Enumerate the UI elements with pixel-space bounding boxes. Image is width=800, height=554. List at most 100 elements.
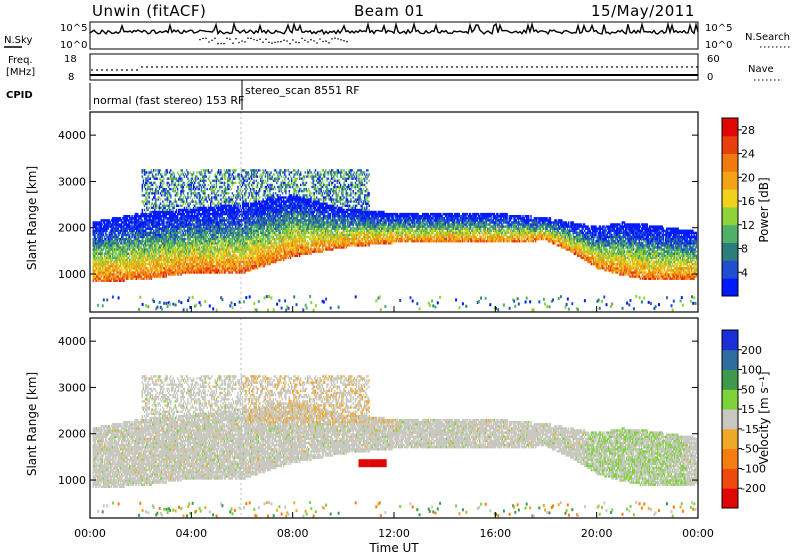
power-cell	[119, 256, 122, 260]
power-cell	[187, 233, 189, 237]
power-cell	[244, 267, 246, 270]
power-cell	[157, 229, 159, 232]
power-cell	[168, 258, 171, 262]
nsearch-tick-top: 10^5	[705, 23, 732, 34]
power-cell	[176, 267, 179, 270]
power-cell	[141, 223, 144, 226]
power-cell	[188, 225, 190, 228]
power-cell	[205, 215, 207, 218]
power-cell	[158, 248, 161, 251]
power-cell	[163, 206, 165, 210]
power-cell	[194, 217, 196, 220]
power-cell	[147, 185, 149, 189]
power-cell	[107, 273, 109, 276]
power-cell	[208, 212, 211, 216]
power-cell	[179, 208, 181, 212]
power-cell	[131, 227, 133, 230]
power-cell	[117, 219, 120, 222]
power-cell	[145, 246, 147, 249]
power-cell	[110, 265, 113, 268]
power-cell	[198, 185, 201, 189]
power-cell	[166, 219, 169, 222]
power-cell	[149, 246, 151, 249]
power-cell	[186, 308, 188, 312]
power-cell	[200, 202, 203, 205]
power-cell	[145, 244, 147, 247]
power-cell	[176, 231, 179, 235]
power-cell	[106, 223, 108, 226]
power-cell	[97, 248, 99, 251]
power-cell	[229, 304, 232, 308]
power-cell	[125, 219, 128, 222]
power-cell	[118, 256, 121, 260]
power-cell	[181, 190, 183, 193]
power-cell	[135, 246, 138, 249]
power-cell	[174, 225, 177, 228]
power-cell	[248, 244, 251, 247]
power-cell	[141, 248, 144, 251]
power-cell	[156, 212, 158, 216]
power-cell	[194, 256, 196, 260]
power-cell	[170, 258, 172, 262]
power-cell	[241, 175, 244, 178]
power-cell	[205, 179, 207, 182]
power-cell	[126, 269, 129, 272]
nave-point	[201, 66, 203, 68]
power-cell	[171, 260, 173, 264]
power-cell	[158, 177, 161, 180]
power-cell	[145, 262, 147, 266]
power-cell	[142, 223, 145, 226]
power-cell	[222, 250, 224, 253]
power-cell	[140, 269, 142, 272]
power-cell	[139, 223, 141, 226]
power-cell	[156, 244, 158, 247]
power-cell	[196, 250, 198, 253]
power-cell	[131, 267, 133, 270]
power-cell	[175, 237, 178, 241]
power-cell	[153, 254, 155, 257]
power-cell	[135, 225, 138, 228]
power-cell	[214, 187, 216, 191]
nave-point	[206, 66, 208, 68]
power-cell	[149, 262, 151, 266]
power-cell	[166, 248, 169, 251]
power-cell	[157, 210, 159, 214]
power-cell	[143, 244, 146, 247]
power-cell	[182, 271, 185, 274]
power-cell	[147, 275, 149, 278]
power-cell	[192, 171, 195, 174]
nsearch-point	[214, 37, 216, 40]
power-cell	[199, 227, 202, 230]
nave-point	[581, 66, 583, 68]
power-cell	[140, 225, 142, 228]
power-cell	[92, 258, 94, 262]
power-cell	[176, 225, 179, 228]
power-cell	[192, 179, 195, 182]
power-cell	[143, 265, 146, 268]
power-cell	[187, 299, 190, 302]
power-cell	[140, 231, 142, 235]
power-cell	[192, 227, 195, 230]
power-cell	[130, 265, 132, 268]
power-cell	[191, 262, 194, 266]
power-cell	[131, 217, 133, 220]
power-cell	[220, 269, 222, 272]
power-cell	[132, 248, 134, 251]
power-cell	[131, 260, 133, 264]
power-cell	[130, 271, 132, 274]
power-cell	[165, 254, 167, 257]
power-cell	[97, 277, 99, 280]
power-cell	[180, 301, 183, 305]
power-cell	[182, 210, 185, 214]
power-cell	[183, 262, 186, 266]
power-cell	[183, 225, 186, 228]
power-cell	[167, 246, 170, 249]
power-cell	[164, 265, 166, 268]
power-cell	[208, 194, 211, 197]
power-cell	[203, 237, 205, 241]
power-cell	[175, 231, 178, 235]
power-cell	[165, 273, 167, 276]
nsearch-point	[322, 40, 324, 43]
power-cell	[182, 240, 185, 243]
power-cell	[141, 277, 144, 280]
